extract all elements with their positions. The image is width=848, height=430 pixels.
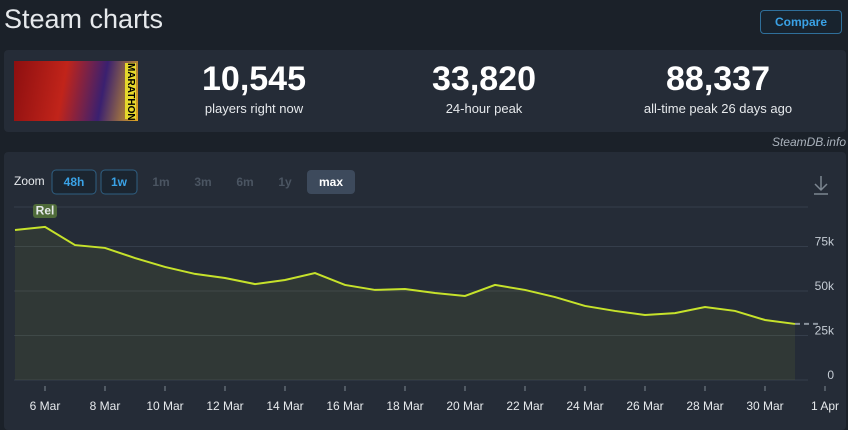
y-tick-label: 0 [827,368,834,382]
stat: 33,820 24-hour peak [374,60,594,116]
x-tick-label: 12 Mar [206,399,243,413]
stat-label: all-time peak 26 days ago [643,101,793,116]
zoom-button[interactable]: 3m [194,175,211,189]
x-tick-label: 18 Mar [386,399,423,413]
x-tick-label: 24 Mar [566,399,603,413]
source-label: SteamDB.info [771,135,846,149]
x-tick-label: 8 Mar [90,399,121,413]
zoom-button[interactable]: 1y [278,175,292,189]
stat-label: 24-hour peak [445,101,523,116]
zoom-button[interactable]: 48h [64,175,85,189]
zoom-label: Zoom [14,174,45,188]
stat-value: 88,337 [666,60,770,98]
stats-panel: MARATHON 10,545 players right now 33,820 2… [4,50,846,132]
annotation-bg [33,204,57,218]
x-tick-label: 10 Mar [146,399,183,413]
x-tick-label: 30 Mar [746,399,783,413]
zoom-button-bg [51,169,97,195]
y-tick-label: 75k [815,235,835,249]
y-tick-label: 50k [815,279,835,293]
x-tick-label: 1 Apr [811,399,839,413]
zoom-button[interactable]: 1m [152,175,169,189]
zoom-button[interactable]: 1w [111,175,128,189]
game-logo: MARATHON [14,61,138,121]
zoom-button[interactable]: 6m [236,175,253,189]
compare-button[interactable]: Compare [760,10,842,34]
stat-value: 33,820 [432,60,536,98]
stat-value: 10,545 [202,60,306,98]
x-tick-label: 16 Mar [326,399,363,413]
area [15,226,795,380]
x-tick-label: 22 Mar [506,399,543,413]
stat-label: players right now [204,101,304,116]
stat: 88,337 all-time peak 26 days ago [608,60,828,116]
page-title: Steam charts [4,4,164,34]
logo-text: MARATHON [125,63,136,121]
annotation: Rel [36,204,55,218]
zoom-button[interactable]: max [319,175,343,189]
x-tick-label: 14 Mar [266,399,303,413]
line [14,225,796,325]
y-tick-label: 25k [815,324,835,338]
download-icon[interactable] [814,176,828,195]
x-tick-label: 6 Mar [30,399,61,413]
x-tick-label: 20 Mar [446,399,483,413]
zoom-button-bg [307,170,355,194]
stat: 10,545 players right now [144,60,364,116]
zoom-button-bg [100,169,138,195]
x-tick-label: 28 Mar [686,399,723,413]
x-tick-label: 26 Mar [626,399,663,413]
